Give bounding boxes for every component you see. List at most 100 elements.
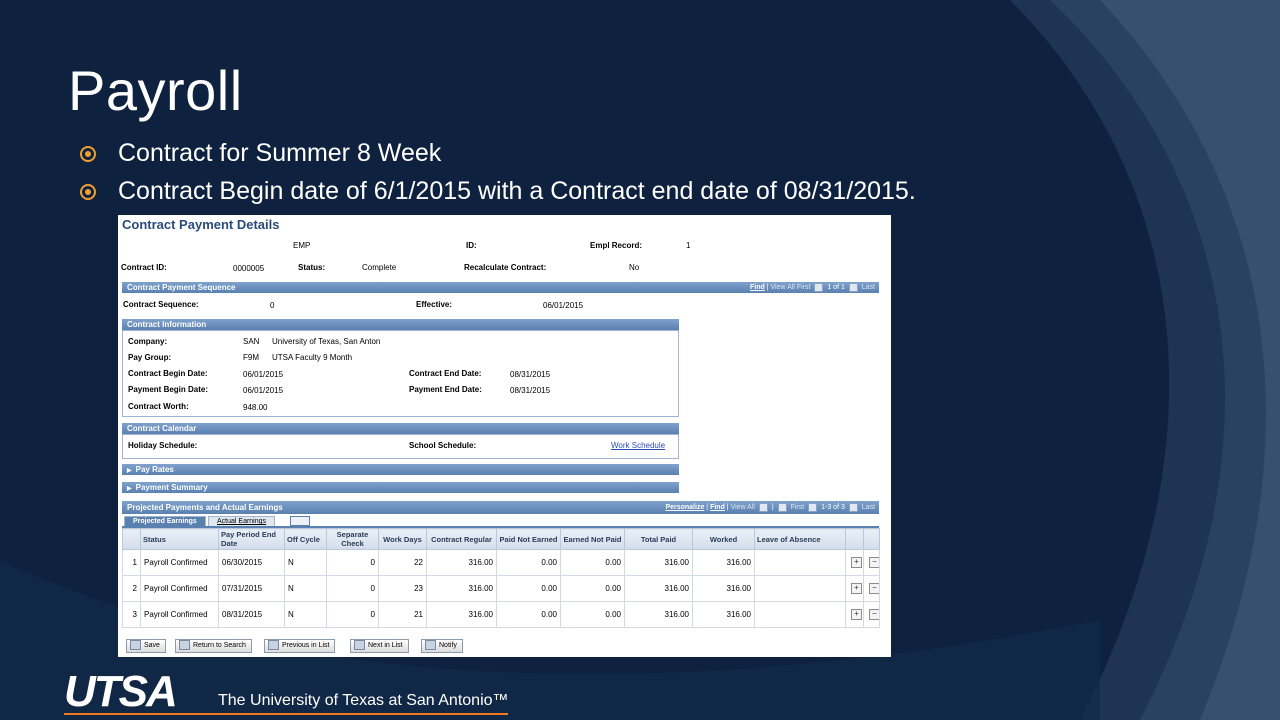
pay-period-end-cell: 06/30/2015 [218,549,285,576]
next-icon [354,640,365,651]
previous-in-list-label: Previous in List [282,642,330,649]
next-in-list-button[interactable]: Next in List [350,639,409,653]
notify-button[interactable]: Notify [421,639,463,653]
column-header-paid-not-earned: Paid Not Earned [496,528,561,550]
earned-not-paid-cell: 0.00 [560,601,625,628]
save-button[interactable]: Save [126,639,166,653]
payment-end-label: Payment End Date: [409,385,482,394]
worked-cell: 316.00 [692,575,755,602]
column-header-worked: Worked [692,528,755,550]
add-row-cell: + [845,575,864,602]
work-schedule-link[interactable]: Work Schedule [611,441,666,450]
leave-of-absence-cell [754,549,846,576]
bullet-icon [80,184,96,200]
worked-cell: 316.00 [692,601,755,628]
delete-row-icon[interactable]: − [869,557,879,568]
tab-actual-earnings[interactable]: Actual Earnings [208,516,276,527]
projected-nav: Personalize | Find | View All | First 1-… [665,502,875,512]
view-all-link[interactable]: View All [730,504,755,511]
previous-in-list-button[interactable]: Previous in List [264,639,336,653]
pay-period-end-cell: 08/31/2015 [218,601,285,628]
column-header-work-days: Work Days [378,528,427,550]
off-cycle-cell: N [284,601,327,628]
contract-worth-label: Contract Worth: [128,402,189,411]
column-header-status: Status [140,528,219,550]
effective-label: Effective: [416,300,453,309]
status-value: Complete [362,263,397,272]
first-link[interactable]: First [790,504,805,511]
prev-arrow-icon[interactable] [808,502,818,512]
sequence-bar: Contract Payment Sequence Find | View Al… [122,282,879,293]
status-cell: Payroll Confirmed [140,575,219,602]
contract-end-value: 08/31/2015 [510,370,551,379]
add-row-icon[interactable]: + [851,557,862,568]
download-grid-icon[interactable] [777,502,787,512]
row-number: 3 [122,601,141,628]
separate-check-cell: 0 [326,549,379,576]
projected-payments-label: Projected Payments and Actual Earnings [127,503,283,512]
work-days-cell: 22 [378,549,427,576]
slide-title: Payroll [68,59,243,122]
bullet-text: Contract for Summer 8 Week [118,139,442,167]
column-header-pay-period-end-date: Pay Period End Date [218,528,285,550]
contract-regular-cell: 316.00 [426,575,497,602]
view-all-link[interactable]: View All [770,284,795,291]
contract-id-value: 0000005 [233,264,265,273]
collapse-arrow-icon: ▶ [127,486,132,492]
tab-projected-earnings[interactable]: Projected Earnings [124,516,206,527]
sequence-bar-label: Contract Payment Sequence [127,283,236,292]
notify-label: Notify [439,642,457,649]
add-row-icon[interactable]: + [851,583,862,594]
recalculate-label: Recalculate Contract: [464,263,547,272]
search-icon [179,640,190,651]
contract-calendar-bar: Contract Calendar [122,423,679,434]
status-label: Status: [298,263,326,272]
pay-rates-bar[interactable]: ▶ Pay Rates [122,464,679,475]
contract-information-box [122,330,679,417]
zoom-icon[interactable] [758,502,768,512]
delete-row-cell: − [863,601,880,628]
projected-payments-bar: Projected Payments and Actual Earnings P… [122,501,879,514]
add-row-icon[interactable]: + [851,609,862,620]
payment-summary-bar[interactable]: ▶ Payment Summary [122,482,679,493]
panel-title: Contract Payment Details [122,217,280,232]
pay-period-end-cell: 07/31/2015 [218,575,285,602]
id-label: ID: [466,241,477,250]
separate-check-cell: 0 [326,601,379,628]
prev-arrow-icon[interactable] [814,282,824,292]
sequence-count: 1 of 1 [827,284,845,291]
pay-group-label: Pay Group: [128,353,172,362]
last-link[interactable]: Last [861,284,875,291]
contract-payment-panel: Contract Payment Details EMP ID: Empl Re… [118,215,891,657]
last-link[interactable]: Last [861,504,875,511]
return-to-search-label: Return to Search [193,642,246,649]
delete-row-cell: − [863,575,880,602]
total-paid-cell: 316.00 [624,601,693,628]
grid-header-row: Status Pay Period End Date Off Cycle Sep… [122,528,880,550]
first-link[interactable]: First [796,284,811,291]
delete-row-icon[interactable]: − [869,583,879,594]
school-schedule-label: School Schedule: [409,441,477,450]
show-all-columns-icon[interactable] [290,516,310,526]
logo-underline [64,713,508,715]
off-cycle-cell: N [284,549,327,576]
projected-count: 1-3 of 3 [821,504,845,511]
row-number: 2 [122,575,141,602]
personalize-link[interactable]: Personalize [665,504,705,511]
delete-row-icon[interactable]: − [869,609,879,620]
notify-icon [425,640,436,651]
status-cell: Payroll Confirmed [140,601,219,628]
find-link[interactable]: Find [710,504,725,511]
contract-regular-cell: 316.00 [426,549,497,576]
leave-of-absence-cell [754,575,846,602]
column-header-contract-regular: Contract Regular [426,528,497,550]
find-link[interactable]: Find [749,284,765,291]
earned-not-paid-cell: 0.00 [560,549,625,576]
utsa-logo: UTSA [64,667,178,716]
contract-end-label: Contract End Date: [409,369,482,378]
company-code: SAN [243,337,260,346]
contract-id-label: Contract ID: [121,263,167,272]
next-arrow-icon[interactable] [848,282,858,292]
next-arrow-icon[interactable] [848,502,858,512]
return-to-search-button[interactable]: Return to Search [175,639,252,653]
